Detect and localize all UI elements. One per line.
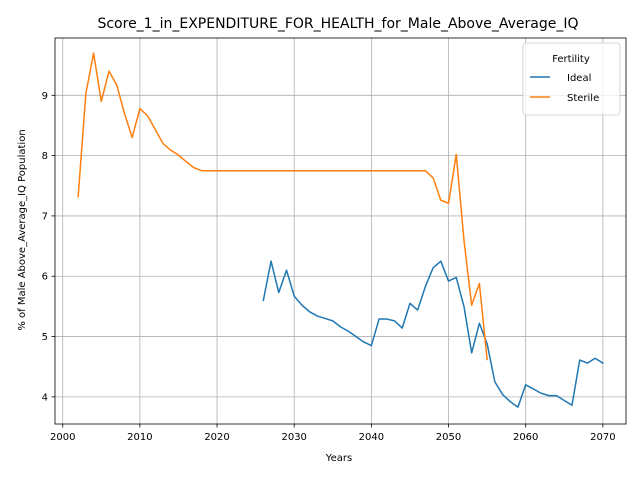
y-axis-label: % of Male Above_Average_IQ Population (17, 129, 28, 330)
legend-label-sterile: Sterile (567, 93, 599, 104)
series-lines (77, 52, 604, 408)
legend: Fertility Ideal Sterile (522, 42, 621, 116)
x-tick-label: 2050 (436, 432, 461, 443)
x-tick-label: 2070 (590, 432, 615, 443)
x-tick-label: 2030 (281, 432, 306, 443)
x-tick-label: 2000 (50, 432, 75, 443)
x-tick-label: 2020 (204, 432, 229, 443)
y-tick-label: 6 (42, 272, 48, 283)
x-tick-label: 2010 (127, 432, 152, 443)
x-tick-label: 2060 (513, 432, 538, 443)
y-tick-label: 9 (42, 91, 48, 102)
y-tick-label: 8 (42, 151, 48, 162)
series-line-sterile (77, 52, 488, 361)
y-tick-label: 7 (42, 211, 48, 222)
plot-frame (54, 37, 627, 425)
series-line-ideal (262, 260, 604, 408)
x-tick-label: 2040 (359, 432, 384, 443)
grid (55, 38, 626, 424)
legend-label-ideal: Ideal (567, 73, 591, 84)
y-tick-label: 4 (42, 392, 48, 403)
legend-title: Fertility (552, 54, 590, 65)
y-tick-label: 5 (42, 332, 48, 343)
x-axis-label: Years (325, 453, 352, 464)
axis-ticks: 2000 2010 2020 2030 2040 2050 2060 2070 4 5 6 7 8 9 (42, 91, 616, 443)
chart-title: Score_1_in_EXPENDITURE_FOR_HEALTH_for_Ma… (97, 16, 578, 32)
